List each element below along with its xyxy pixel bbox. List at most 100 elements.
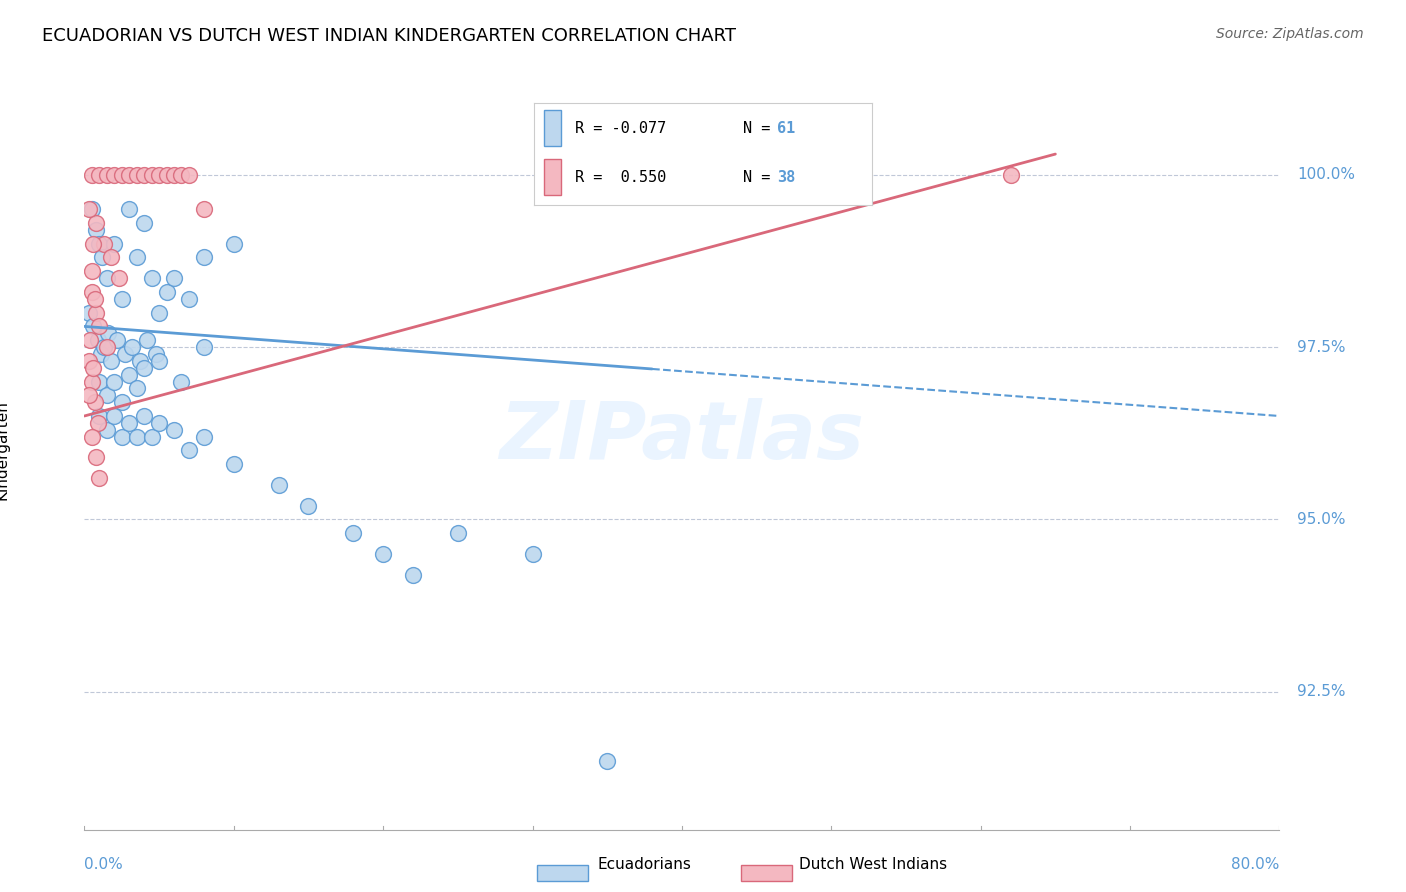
FancyBboxPatch shape [544, 159, 561, 194]
Point [118, 416, 141, 430]
Point [163, 168, 186, 182]
Point [93, 340, 115, 354]
Point [193, 202, 215, 217]
Point [89, 375, 111, 389]
Point [96, 168, 118, 182]
Text: 95.0%: 95.0% [1298, 512, 1346, 527]
Point [141, 271, 163, 285]
Point [148, 416, 170, 430]
Point [402, 567, 425, 582]
Point [222, 236, 245, 251]
Point [177, 168, 200, 182]
Point [111, 395, 134, 409]
Point [86, 450, 108, 465]
Point [77, 354, 100, 368]
Point [373, 547, 395, 561]
Point [89, 168, 111, 182]
Text: Kindergarten: Kindergarten [0, 401, 10, 500]
Point [86, 216, 108, 230]
Point [118, 368, 141, 382]
Text: 38: 38 [778, 170, 796, 185]
Point [89, 471, 111, 485]
Text: ECUADORIAN VS DUTCH WEST INDIAN KINDERGARTEN CORRELATION CHART: ECUADORIAN VS DUTCH WEST INDIAN KINDERGA… [42, 27, 737, 45]
Text: R =  0.550: R = 0.550 [575, 170, 666, 185]
Point [118, 168, 141, 182]
Point [80, 285, 103, 299]
Point [93, 236, 115, 251]
Text: 92.5%: 92.5% [1298, 684, 1346, 699]
Point [80, 375, 103, 389]
Text: N =: N = [744, 120, 780, 136]
Point [97, 326, 120, 341]
Point [89, 236, 111, 251]
Point [342, 526, 364, 541]
Point [105, 333, 128, 347]
Point [87, 333, 110, 347]
Point [136, 333, 159, 347]
Text: Source: ZipAtlas.com: Source: ZipAtlas.com [1216, 27, 1364, 41]
Point [267, 478, 290, 492]
Point [111, 292, 134, 306]
Point [177, 443, 200, 458]
Point [128, 354, 150, 368]
Point [148, 354, 170, 368]
Point [155, 285, 177, 299]
Point [80, 202, 103, 217]
Point [125, 381, 148, 395]
Point [87, 416, 110, 430]
Point [148, 168, 170, 182]
Point [103, 409, 125, 423]
FancyBboxPatch shape [544, 110, 561, 145]
Text: 80.0%: 80.0% [1232, 857, 1279, 872]
Point [107, 271, 129, 285]
Point [141, 430, 163, 444]
Point [80, 168, 103, 182]
Point [103, 168, 125, 182]
Point [111, 168, 134, 182]
Point [77, 388, 100, 402]
Point [114, 347, 136, 361]
Point [170, 375, 193, 389]
Point [132, 360, 156, 375]
Point [96, 423, 118, 437]
Point [82, 360, 104, 375]
Point [111, 430, 134, 444]
Text: 100.0%: 100.0% [1298, 168, 1355, 182]
Text: 61: 61 [778, 120, 796, 136]
Point [193, 430, 215, 444]
Point [1000, 168, 1022, 182]
Point [132, 409, 156, 423]
Point [89, 319, 111, 334]
Point [132, 168, 156, 182]
Point [96, 271, 118, 285]
Text: 0.0%: 0.0% [84, 857, 124, 872]
Point [522, 547, 544, 561]
Point [82, 236, 104, 251]
Point [125, 251, 148, 265]
Point [80, 264, 103, 278]
Text: N =: N = [744, 170, 780, 185]
Point [141, 168, 163, 182]
Point [80, 430, 103, 444]
Bar [537, 865, 588, 881]
Text: ZIPatlas: ZIPatlas [499, 398, 865, 475]
Point [163, 271, 186, 285]
Text: R = -0.077: R = -0.077 [575, 120, 666, 136]
Point [83, 395, 105, 409]
Point [125, 168, 148, 182]
Text: 97.5%: 97.5% [1298, 340, 1346, 354]
Point [132, 216, 156, 230]
Point [96, 340, 118, 354]
Point [96, 388, 118, 402]
Point [193, 340, 215, 354]
Point [86, 223, 108, 237]
Point [77, 202, 100, 217]
Point [103, 375, 125, 389]
Point [193, 251, 215, 265]
Point [100, 251, 122, 265]
Point [148, 305, 170, 319]
Point [222, 457, 245, 471]
Point [118, 202, 141, 217]
Point [297, 499, 319, 513]
Point [163, 423, 186, 437]
